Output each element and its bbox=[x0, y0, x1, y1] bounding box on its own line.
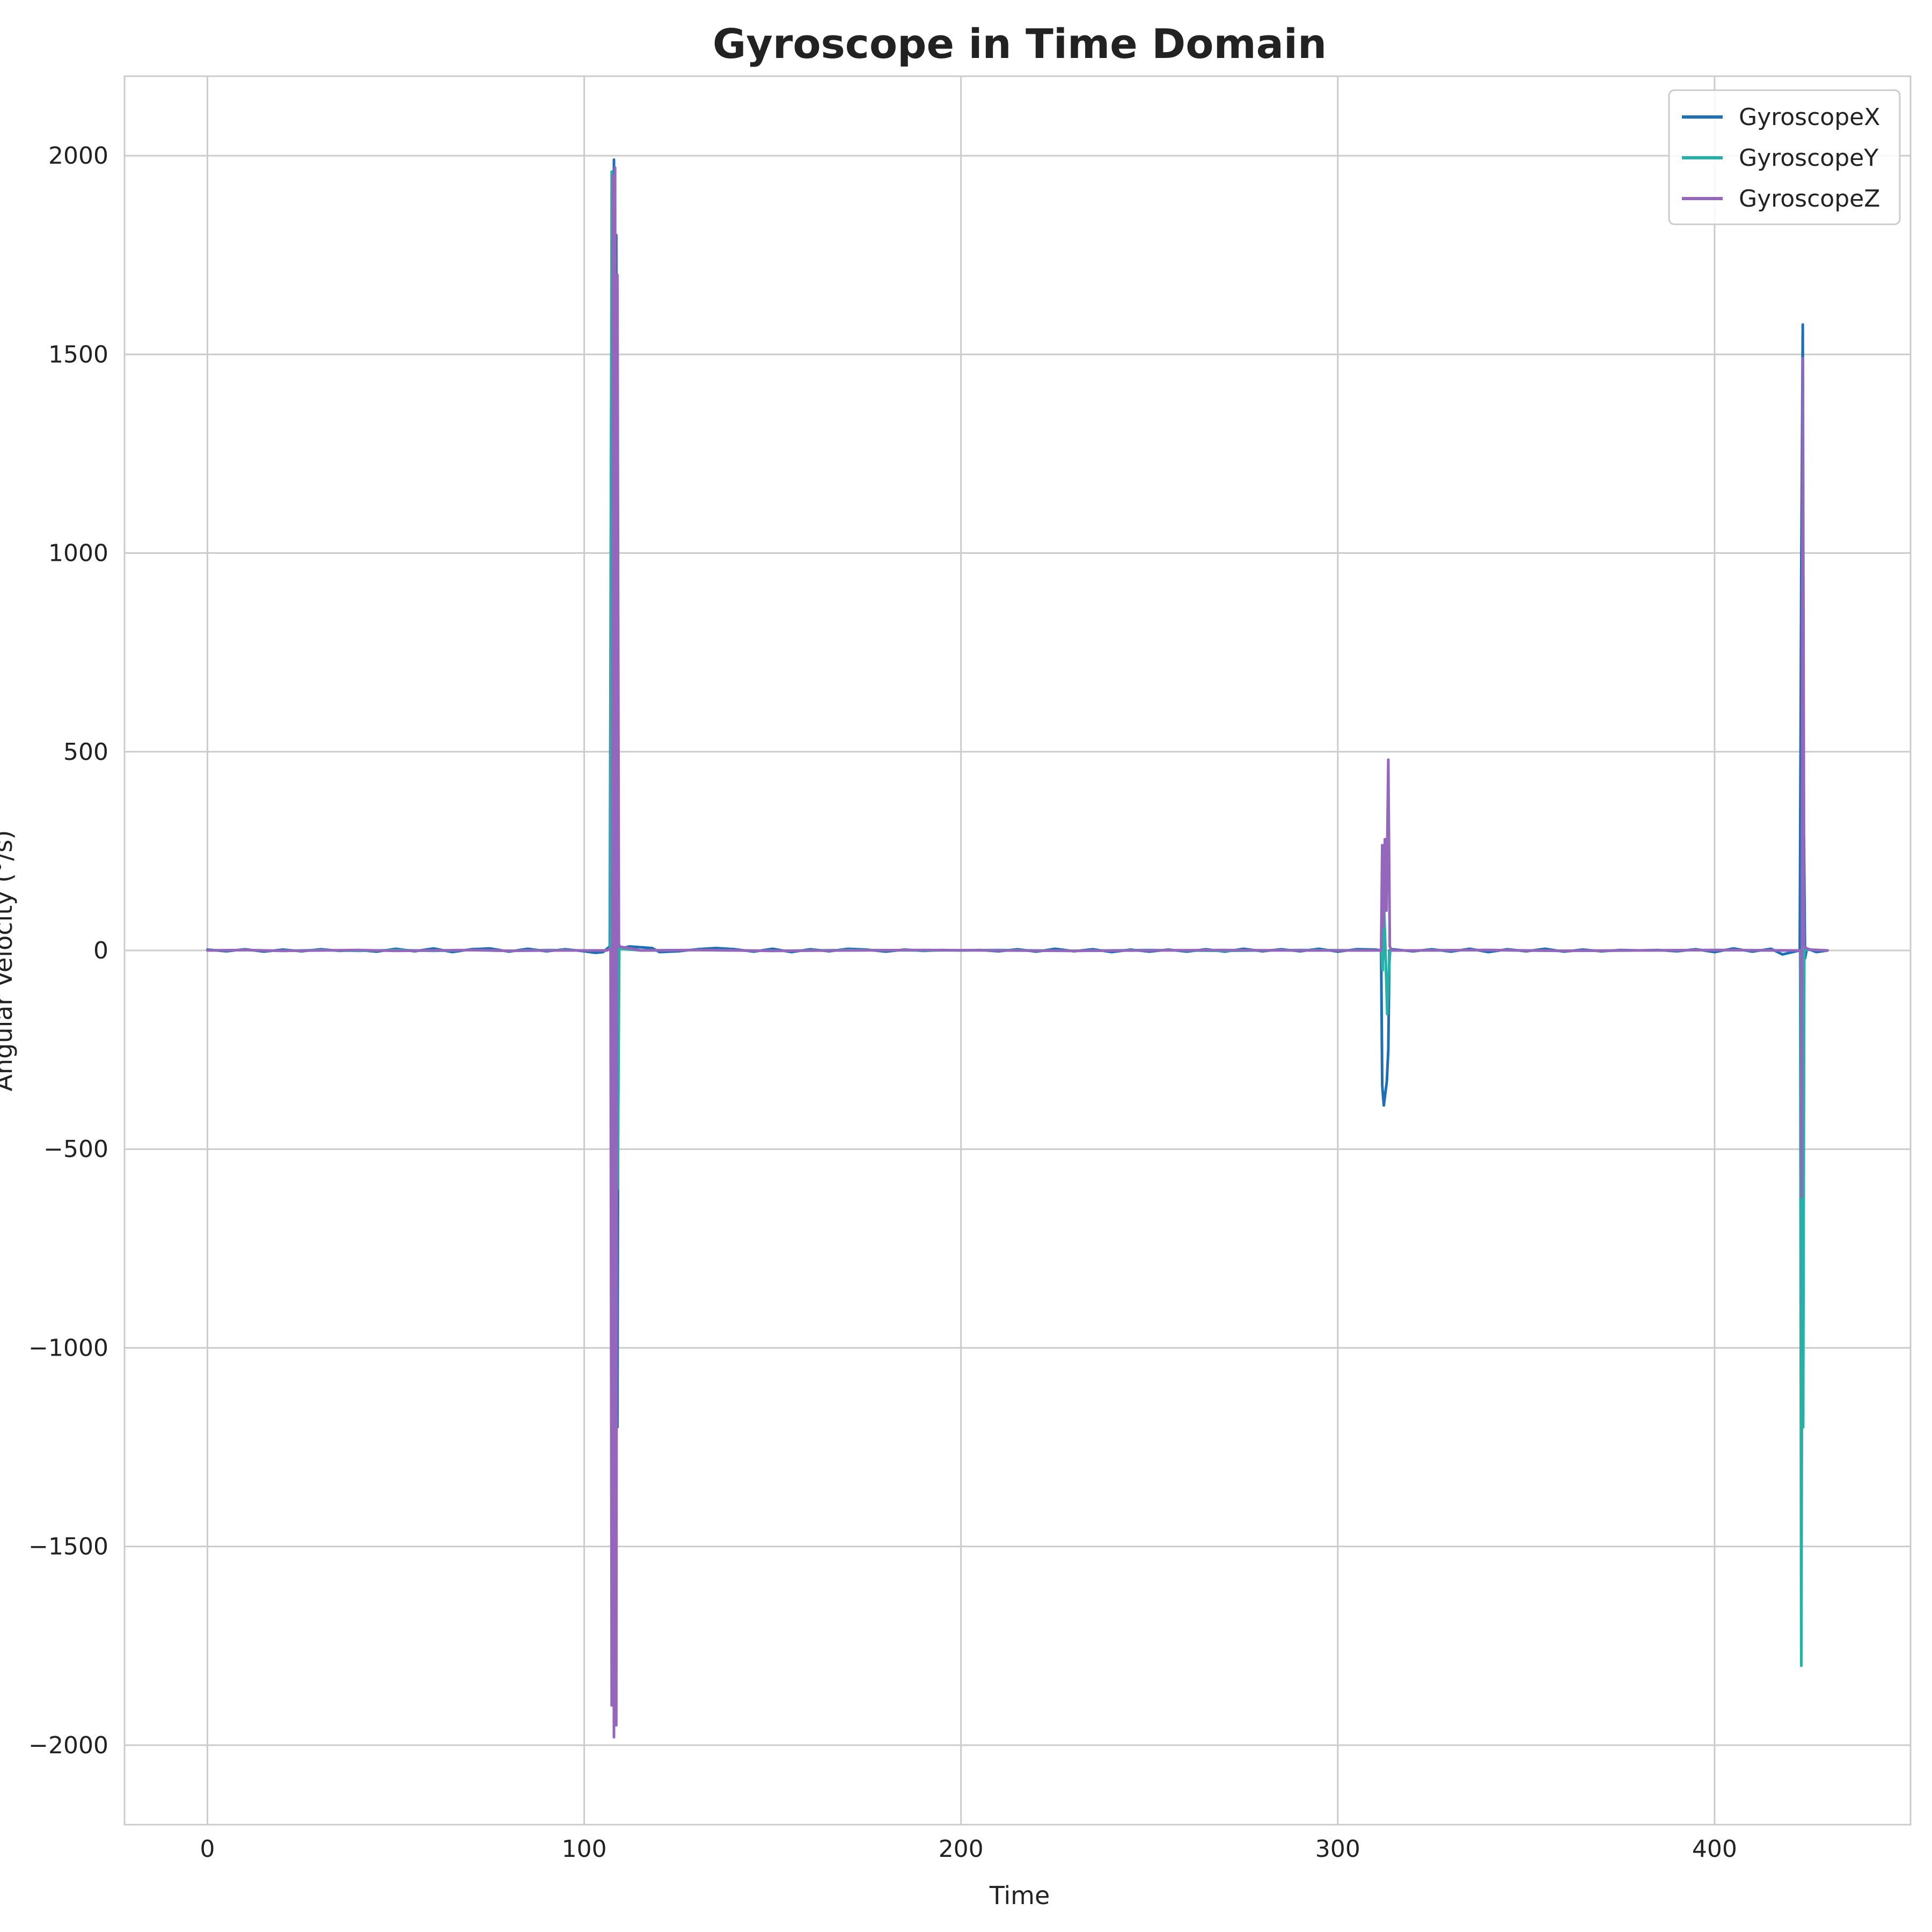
y-tick-label: 1000 bbox=[48, 540, 108, 567]
x-tick-label: 0 bbox=[200, 1835, 215, 1863]
y-tick-label: −1500 bbox=[28, 1533, 108, 1561]
plot-frame bbox=[123, 75, 1912, 1826]
y-axis-label: Angular Velocity (°/s) bbox=[0, 830, 18, 1092]
y-tick-label: −2000 bbox=[28, 1732, 108, 1759]
series-line-gyroscopey bbox=[206, 170, 1829, 1667]
y-tick-label: −500 bbox=[43, 1136, 108, 1163]
legend-box bbox=[1668, 89, 1901, 225]
y-tick-label: 0 bbox=[93, 937, 108, 964]
y-tick-label: −1000 bbox=[28, 1334, 108, 1362]
y-tick-label: 500 bbox=[63, 738, 108, 766]
x-tick-label: 200 bbox=[939, 1835, 984, 1863]
x-tick-label: 100 bbox=[562, 1835, 607, 1863]
series-lines bbox=[206, 158, 1829, 1739]
y-tick-label: 2000 bbox=[48, 142, 108, 170]
legend-label: GyroscopeY bbox=[1739, 144, 1878, 172]
legend-label: GyroscopeX bbox=[1739, 104, 1880, 131]
series-line-gyroscopex bbox=[206, 158, 1829, 1687]
x-tick-label: 300 bbox=[1315, 1835, 1360, 1863]
x-tick-label: 400 bbox=[1692, 1835, 1737, 1863]
legend: GyroscopeX GyroscopeY GyroscopeZ bbox=[1668, 89, 1901, 225]
chart-title: Gyroscope in Time Domain bbox=[713, 20, 1327, 68]
y-tick-label: 1500 bbox=[48, 341, 108, 368]
tick-labels: 0 100 200 300 400 −2000 −1500 −1000 −500 0 500 1000… bbox=[28, 142, 1737, 1863]
series-line-gyroscopez bbox=[206, 166, 1829, 1739]
legend-label: GyroscopeZ bbox=[1739, 185, 1880, 213]
x-axis-label: Time bbox=[989, 1881, 1050, 1910]
